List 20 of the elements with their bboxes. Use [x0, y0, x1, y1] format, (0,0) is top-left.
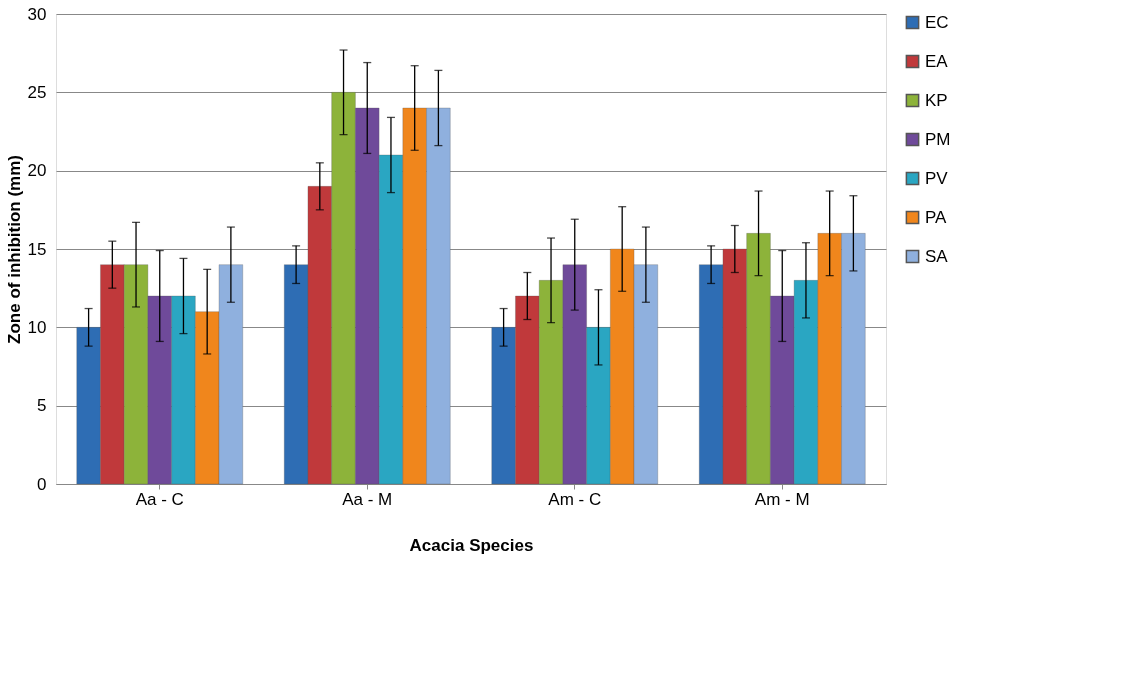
- y-tick-label: 0: [37, 474, 47, 494]
- x-tick-label: Aa - C: [135, 489, 184, 509]
- y-tick-label: 25: [27, 82, 47, 102]
- legend-label: KP: [925, 90, 948, 110]
- x-tick-label: Am - C: [548, 489, 602, 509]
- legend-label: PA: [925, 207, 948, 227]
- legend-label: SA: [925, 246, 949, 266]
- legend-label: PV: [925, 168, 949, 188]
- y-tick-label: 5: [37, 396, 47, 416]
- y-tick-label: 10: [27, 317, 47, 337]
- x-axis-title: Acacia Species: [409, 535, 534, 555]
- legend-label: EA: [925, 51, 949, 71]
- legend-label: PM: [925, 129, 951, 149]
- y-tick-label: 15: [27, 239, 47, 259]
- y-axis-title: Zone of inhibition (mm): [4, 155, 24, 344]
- x-tick-label: Am - M: [754, 489, 810, 509]
- y-tick-label: 20: [27, 161, 47, 181]
- y-tick-label: 30: [27, 4, 47, 24]
- legend-label: EC: [925, 12, 949, 32]
- x-tick-label: Aa - M: [342, 489, 393, 509]
